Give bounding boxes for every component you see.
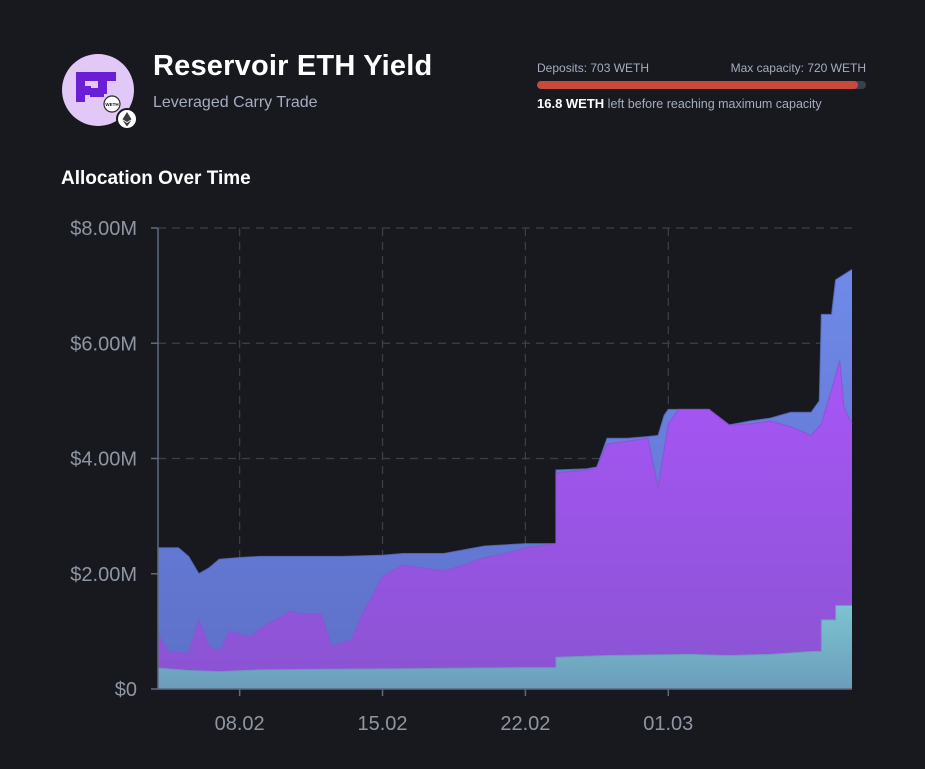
area-edge-1	[157, 360, 853, 654]
capacity-progress-bar	[537, 81, 866, 89]
area-series-1	[158, 360, 852, 689]
ethereum-icon	[116, 108, 138, 130]
y-tick-label: $6.00M	[70, 333, 137, 355]
area-edge-0	[157, 604, 852, 673]
x-tick-label: 15.02	[357, 713, 407, 735]
vault-subtitle: Leveraged Carry Trade	[153, 94, 318, 111]
weth-badge-text: WETH	[105, 102, 118, 107]
x-tick-label: 22.02	[500, 713, 550, 735]
area-series-0	[158, 605, 852, 689]
allocation-chart-title: Allocation Over Time	[61, 168, 251, 189]
max-capacity-label: Max capacity: 720 WETH	[730, 61, 866, 75]
reservoir-logo-icon: WETH	[76, 72, 121, 113]
capacity-labels: Deposits: 703 WETH Max capacity: 720 WET…	[537, 61, 866, 75]
deposits-label: Deposits: 703 WETH	[537, 61, 650, 75]
vault-logo: WETH	[62, 54, 134, 126]
remaining-capacity-text: 16.8 WETH left before reaching maximum c…	[537, 96, 822, 111]
y-tick-label: $8.00M	[70, 218, 137, 240]
chart-axes: $0 $2.00M $4.00M $6.00M $8.00M 08.02 15.02 22.0…	[70, 218, 852, 735]
chart-areas	[157, 268, 853, 689]
area-edge-2	[158, 268, 853, 575]
remaining-capacity-value: 16.8 WETH	[537, 96, 605, 111]
remaining-capacity-suffix: left before reaching maximum capacity	[604, 97, 822, 111]
y-tick-label: $4.00M	[70, 449, 137, 471]
y-tick-label: $2.00M	[70, 564, 137, 586]
capacity-progress-fill	[537, 81, 859, 89]
y-tick-label: $0	[115, 679, 137, 701]
x-tick-label: 01.03	[643, 713, 693, 735]
x-tick-label: 08.02	[215, 713, 265, 735]
vault-title: Reservoir ETH Yield	[153, 50, 433, 82]
